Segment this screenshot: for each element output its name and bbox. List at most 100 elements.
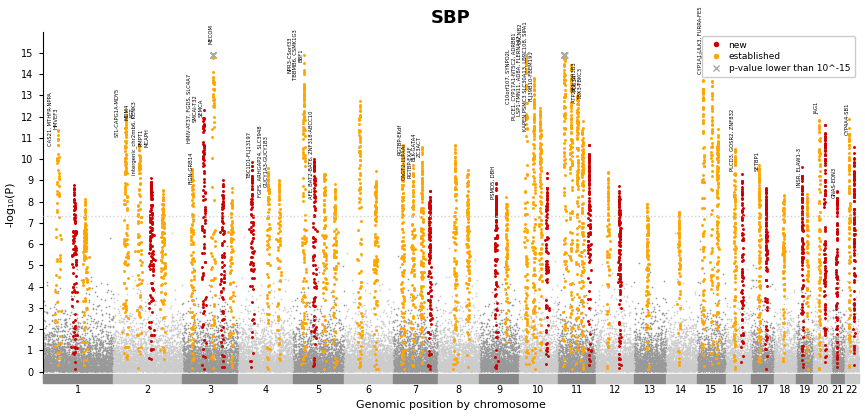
Point xyxy=(753,366,766,372)
Point xyxy=(366,332,380,339)
Point xyxy=(540,276,554,282)
Point xyxy=(488,364,502,371)
Point xyxy=(575,368,589,375)
Point xyxy=(224,254,238,260)
Point xyxy=(547,358,561,365)
Point xyxy=(297,113,311,120)
Point xyxy=(572,367,586,374)
Point xyxy=(742,347,756,353)
Point xyxy=(647,352,661,359)
Point xyxy=(830,189,843,196)
Point xyxy=(695,344,709,350)
Point xyxy=(353,114,367,121)
Point xyxy=(786,362,800,369)
Point xyxy=(58,356,72,363)
Point xyxy=(405,243,419,249)
Point xyxy=(367,365,381,371)
Point xyxy=(207,79,221,85)
Point xyxy=(189,355,203,362)
Point xyxy=(383,367,397,374)
Point xyxy=(371,364,385,371)
Point xyxy=(776,310,790,316)
Point xyxy=(51,335,65,342)
Point xyxy=(621,358,635,365)
Point xyxy=(184,350,198,357)
Point xyxy=(636,341,650,347)
Point xyxy=(791,353,804,360)
Point xyxy=(164,354,178,360)
Point xyxy=(244,352,258,359)
Point xyxy=(177,366,191,372)
Point xyxy=(355,366,368,373)
Point xyxy=(526,327,540,333)
Point xyxy=(735,331,749,338)
Point xyxy=(187,276,201,282)
Point xyxy=(96,357,110,363)
Point xyxy=(688,290,702,297)
Point xyxy=(614,322,628,329)
Bar xyxy=(813,374,831,383)
Point xyxy=(170,339,184,345)
Point xyxy=(789,362,803,368)
Point xyxy=(441,365,455,371)
Point xyxy=(614,356,628,362)
Point xyxy=(807,364,821,370)
Point xyxy=(330,353,344,359)
Point xyxy=(576,162,590,168)
Point xyxy=(758,366,772,373)
Point xyxy=(760,362,774,369)
Point xyxy=(299,354,313,360)
Point xyxy=(252,355,266,362)
Point xyxy=(528,309,541,315)
Point xyxy=(584,362,598,369)
Point xyxy=(528,354,541,361)
Point xyxy=(80,361,93,367)
Point xyxy=(543,358,557,364)
Point xyxy=(368,355,381,362)
Point xyxy=(220,347,234,354)
Point xyxy=(79,243,93,249)
Point xyxy=(363,365,377,371)
Point xyxy=(368,354,382,360)
Point xyxy=(751,366,765,373)
Point xyxy=(804,332,818,339)
Point xyxy=(198,347,212,354)
Point xyxy=(453,302,467,309)
Point xyxy=(170,361,184,367)
Point xyxy=(556,348,570,354)
Point xyxy=(225,365,239,371)
Point xyxy=(206,354,220,360)
Point xyxy=(211,360,225,367)
Point xyxy=(852,359,865,366)
Point xyxy=(696,359,710,366)
Point xyxy=(551,368,565,374)
Point xyxy=(490,357,504,364)
Point xyxy=(834,366,848,373)
Point xyxy=(157,327,171,334)
Point xyxy=(388,348,402,355)
Point xyxy=(840,277,854,284)
Point xyxy=(491,358,505,365)
Point xyxy=(682,358,695,364)
Point xyxy=(802,363,816,370)
Point xyxy=(582,142,596,149)
Point xyxy=(225,364,239,370)
Point xyxy=(834,341,848,347)
Point xyxy=(569,360,583,366)
Point xyxy=(423,364,437,370)
Point xyxy=(351,354,365,361)
Point xyxy=(71,364,85,371)
Point xyxy=(179,364,193,370)
Point xyxy=(524,341,538,348)
Point xyxy=(434,345,448,352)
Point xyxy=(100,366,114,373)
Point xyxy=(332,325,346,332)
Point xyxy=(669,364,682,370)
Point xyxy=(804,364,817,371)
Point xyxy=(516,366,529,372)
Point xyxy=(58,356,72,363)
Point xyxy=(531,344,545,350)
Point xyxy=(254,333,268,339)
Point xyxy=(499,368,513,375)
Point xyxy=(321,336,335,342)
